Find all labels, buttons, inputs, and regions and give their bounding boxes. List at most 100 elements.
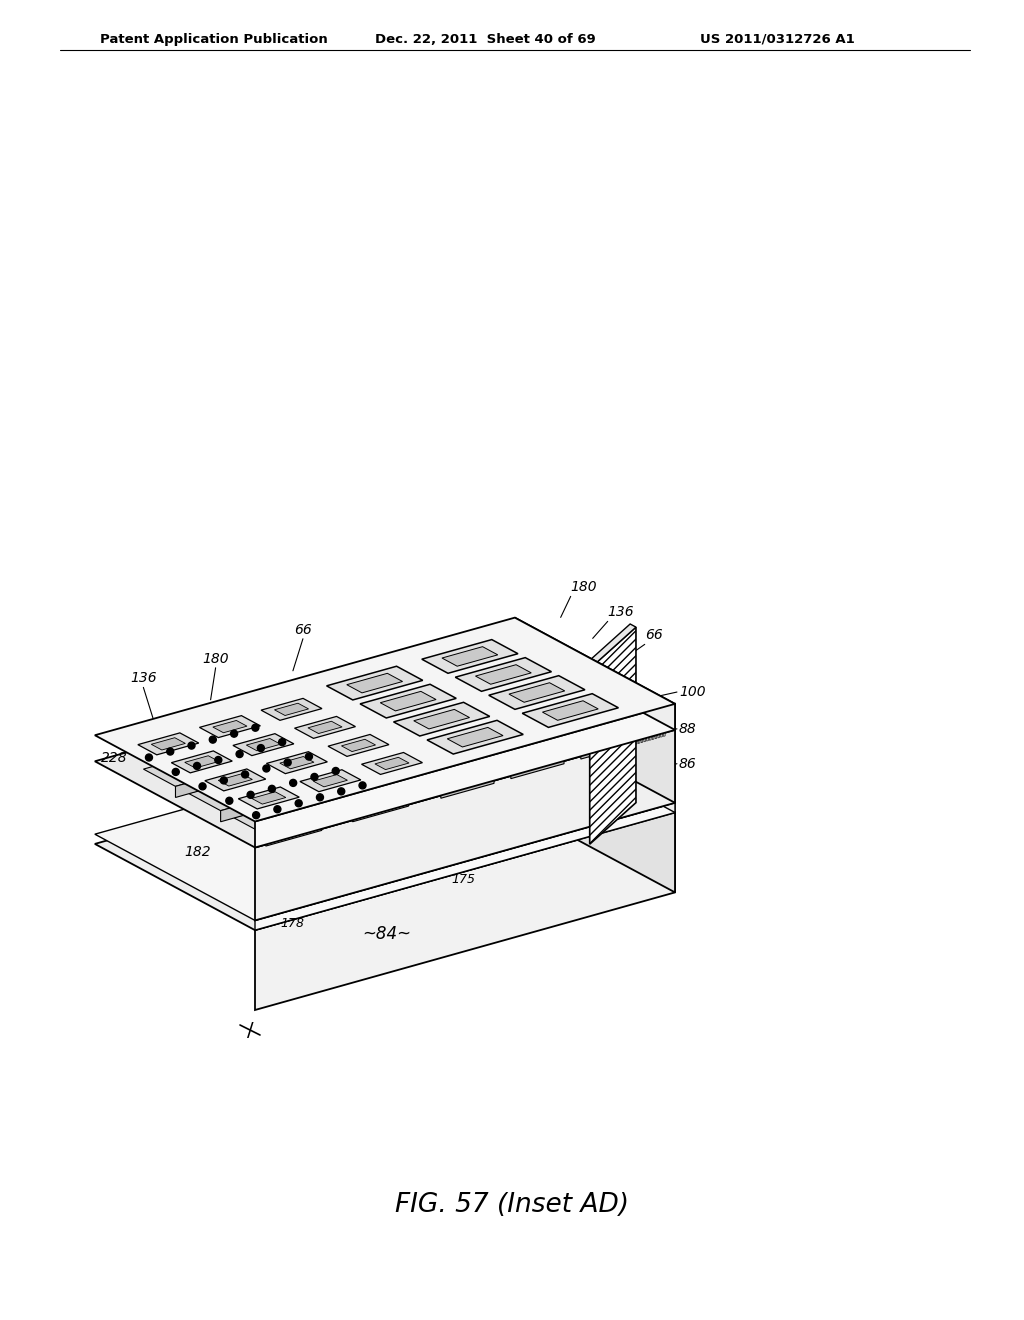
Polygon shape — [590, 627, 636, 845]
Polygon shape — [205, 770, 266, 791]
Polygon shape — [266, 751, 328, 774]
Text: 66: 66 — [294, 623, 311, 636]
Polygon shape — [422, 640, 518, 673]
Circle shape — [290, 779, 297, 787]
Polygon shape — [266, 820, 322, 846]
Text: 180: 180 — [203, 652, 229, 665]
Polygon shape — [427, 721, 523, 754]
Polygon shape — [248, 735, 301, 755]
Polygon shape — [520, 698, 573, 718]
Polygon shape — [175, 771, 231, 797]
Circle shape — [295, 800, 302, 807]
Polygon shape — [308, 721, 342, 734]
Polygon shape — [657, 727, 659, 738]
Polygon shape — [255, 730, 675, 920]
Polygon shape — [218, 774, 252, 787]
Polygon shape — [490, 685, 544, 710]
Polygon shape — [252, 792, 286, 804]
Polygon shape — [406, 693, 459, 713]
Polygon shape — [335, 713, 389, 733]
Polygon shape — [380, 692, 436, 711]
Polygon shape — [341, 739, 376, 751]
Polygon shape — [652, 729, 654, 739]
Polygon shape — [328, 734, 389, 756]
Polygon shape — [581, 733, 634, 759]
Circle shape — [338, 788, 345, 795]
Polygon shape — [307, 771, 364, 797]
Polygon shape — [321, 777, 409, 810]
Polygon shape — [233, 803, 322, 836]
Text: 136: 136 — [607, 606, 634, 619]
Text: Patent Application Publication: Patent Application Publication — [100, 33, 328, 46]
Polygon shape — [543, 701, 598, 721]
Text: 182: 182 — [184, 846, 211, 859]
Polygon shape — [636, 734, 637, 744]
Polygon shape — [515, 644, 675, 803]
Polygon shape — [327, 667, 423, 700]
Polygon shape — [232, 734, 294, 755]
Polygon shape — [647, 730, 648, 741]
Polygon shape — [366, 731, 449, 763]
Polygon shape — [161, 760, 214, 780]
Polygon shape — [625, 737, 626, 747]
Polygon shape — [255, 704, 675, 847]
Circle shape — [237, 751, 243, 758]
Polygon shape — [206, 784, 259, 804]
Polygon shape — [268, 886, 333, 909]
Text: 175: 175 — [452, 873, 475, 886]
Polygon shape — [511, 752, 564, 779]
Polygon shape — [274, 704, 308, 715]
Polygon shape — [584, 624, 636, 669]
Polygon shape — [664, 726, 666, 737]
Polygon shape — [460, 668, 544, 700]
Polygon shape — [550, 717, 634, 748]
Polygon shape — [289, 898, 333, 916]
Polygon shape — [293, 760, 346, 780]
Circle shape — [215, 756, 222, 763]
Polygon shape — [143, 754, 231, 787]
Polygon shape — [411, 756, 494, 787]
Polygon shape — [618, 738, 621, 748]
Polygon shape — [171, 751, 232, 774]
Polygon shape — [451, 718, 504, 738]
Circle shape — [145, 754, 153, 762]
Circle shape — [279, 739, 286, 746]
Text: Dec. 22, 2011  Sheet 40 of 69: Dec. 22, 2011 Sheet 40 of 69 — [375, 33, 596, 46]
Text: /: / — [247, 1020, 253, 1040]
Polygon shape — [633, 734, 634, 744]
Polygon shape — [380, 737, 434, 758]
Polygon shape — [660, 726, 663, 737]
Polygon shape — [435, 711, 519, 743]
Polygon shape — [488, 676, 585, 709]
Polygon shape — [338, 784, 391, 804]
Circle shape — [316, 793, 324, 801]
Polygon shape — [261, 698, 322, 721]
Polygon shape — [515, 618, 675, 730]
Polygon shape — [447, 727, 503, 747]
Polygon shape — [456, 657, 552, 692]
Polygon shape — [649, 730, 651, 741]
Text: 228: 228 — [101, 751, 128, 764]
Circle shape — [263, 766, 270, 772]
Polygon shape — [630, 735, 632, 746]
Text: US 2011/0312726 A1: US 2011/0312726 A1 — [700, 33, 855, 46]
Text: 100: 100 — [679, 685, 706, 700]
Polygon shape — [615, 739, 617, 750]
Polygon shape — [393, 702, 489, 737]
Polygon shape — [360, 684, 457, 718]
Polygon shape — [442, 647, 498, 667]
Polygon shape — [95, 717, 675, 920]
Text: ~84~: ~84~ — [361, 925, 411, 944]
Circle shape — [273, 805, 281, 813]
Polygon shape — [275, 754, 364, 787]
Circle shape — [242, 771, 249, 777]
Polygon shape — [251, 809, 304, 829]
Circle shape — [209, 737, 216, 743]
Polygon shape — [188, 777, 276, 810]
Polygon shape — [475, 673, 528, 694]
Polygon shape — [361, 752, 423, 775]
Text: 66: 66 — [645, 628, 663, 643]
Text: FIG. 57 (Inset AD): FIG. 57 (Inset AD) — [395, 1192, 629, 1218]
Circle shape — [230, 730, 238, 737]
Polygon shape — [475, 665, 531, 684]
